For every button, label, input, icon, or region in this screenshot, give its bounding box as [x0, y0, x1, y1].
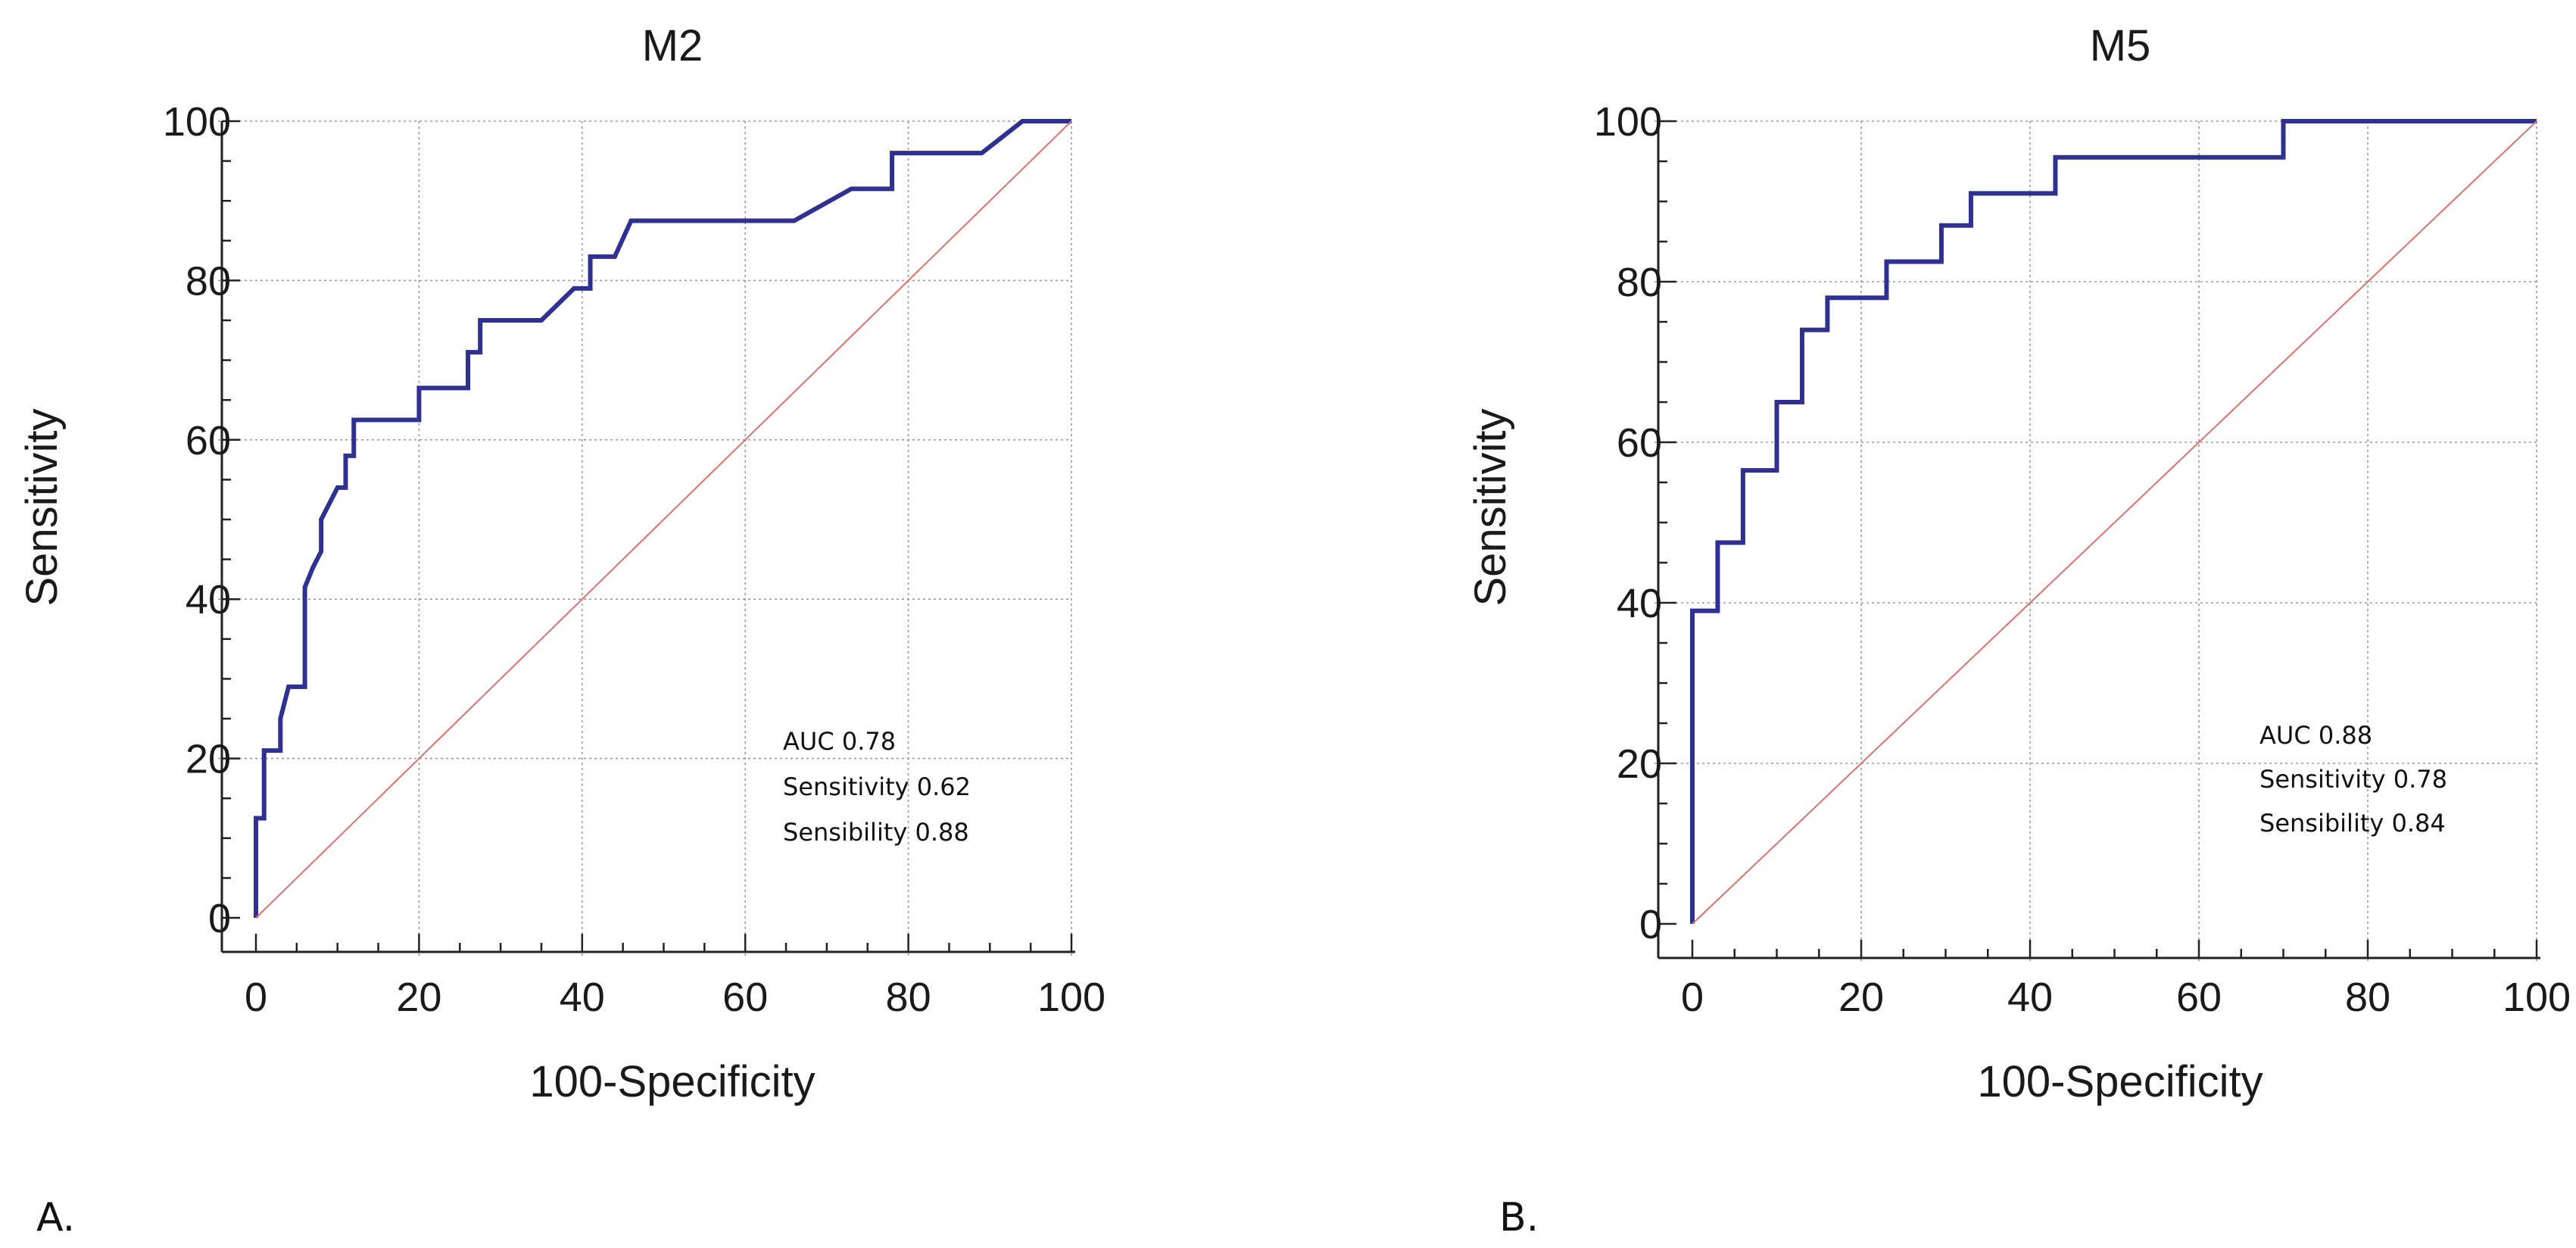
- roc-curve-line: [254, 119, 1071, 918]
- y-tick-label: 0: [208, 896, 231, 941]
- sensibility-annotation: Sensibility 0.84: [2259, 809, 2446, 838]
- x-tick-label: 0: [1681, 975, 1704, 1020]
- auc-annotation: AUC 0.78: [783, 727, 896, 756]
- x-axis-label: 100-Specificity: [1977, 1057, 2263, 1106]
- annotation-box: AUC 0.78 Sensitivity 0.62 Sensibility 0.…: [783, 727, 971, 847]
- reference-diagonal-line: [255, 120, 1072, 919]
- x-tick-label: 80: [2345, 975, 2390, 1020]
- reference-diagonal-line: [1692, 120, 2537, 925]
- y-tick-label: 60: [186, 418, 231, 463]
- x-tick-label: 100: [2503, 975, 2571, 1020]
- y-tick-label: 60: [1617, 420, 1662, 466]
- sensibility-annotation: Sensibility 0.88: [783, 818, 969, 847]
- x-tick-label: 60: [2176, 975, 2222, 1020]
- sensitivity-annotation: Sensitivity 0.62: [783, 772, 971, 801]
- plot-area: 0 20 40 60 80 100 0 20 40 60 80 100: [163, 99, 1106, 1020]
- x-tick-label: 0: [245, 975, 267, 1020]
- y-axis-label: Sensitivity: [1466, 408, 1515, 606]
- plot-area: 0 20 40 60 80 100 0 20 40 60 80 100: [1594, 99, 2571, 1020]
- y-tick-label: 20: [1617, 741, 1662, 787]
- sensitivity-annotation: Sensitivity 0.78: [2259, 765, 2447, 794]
- x-tick-label: 80: [886, 975, 931, 1020]
- x-tick-label: 40: [2007, 975, 2053, 1020]
- panel-letter-a: A.: [36, 1195, 75, 1240]
- panel-b-chart: M5 Sensitivity 100-Specificity 0 20 40 60 80…: [1466, 21, 2571, 1240]
- chart-title: M2: [642, 21, 703, 70]
- y-tick-label: 40: [186, 577, 231, 622]
- x-tick-label: 100: [1037, 975, 1106, 1020]
- y-tick-label: 20: [186, 737, 231, 782]
- x-tick-label: 20: [396, 975, 441, 1020]
- y-axis-label: Sensitivity: [17, 408, 67, 606]
- x-axis-label: 100-Specificity: [529, 1057, 815, 1106]
- x-tick-label: 60: [722, 975, 768, 1020]
- x-tick-label: 20: [1838, 975, 1884, 1020]
- y-tick-label: 80: [1617, 260, 1662, 305]
- y-tick-label: 80: [186, 258, 231, 304]
- annotation-box: AUC 0.88 Sensitivity 0.78 Sensibility 0.…: [2259, 721, 2447, 838]
- y-tick-label: 100: [1594, 99, 1662, 145]
- panel-a-chart: M2 Sensitivity 100-Specificity 0 20 40 60 80…: [17, 21, 1106, 1240]
- chart-title: M5: [2090, 21, 2151, 70]
- y-tick-label: 0: [1639, 902, 1662, 947]
- y-tick-label: 100: [163, 99, 231, 145]
- panel-letter-b: B.: [1499, 1195, 1539, 1240]
- x-tick-label: 40: [560, 975, 605, 1020]
- roc-curve-line: [1690, 119, 2537, 924]
- y-tick-label: 40: [1617, 581, 1662, 626]
- auc-annotation: AUC 0.88: [2259, 721, 2372, 750]
